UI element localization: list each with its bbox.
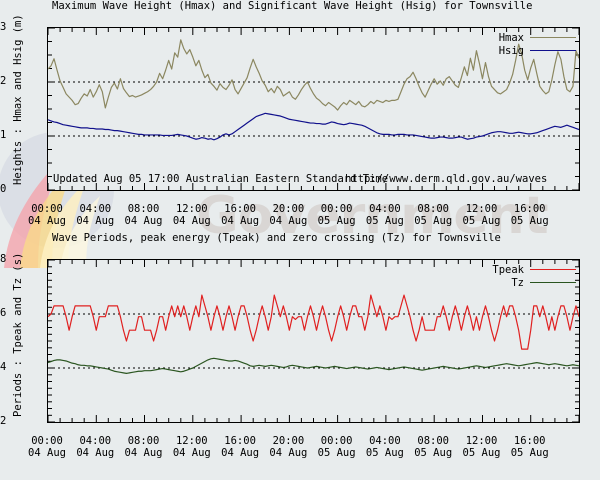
y-tick-label: 4	[0, 361, 7, 373]
legend-row: Tpeak	[492, 263, 576, 276]
chart2-y-axis-label: Periods : Tpeak and Tz (s)	[12, 252, 24, 417]
x-tick-label: 04:00 05 Aug	[365, 203, 404, 227]
y-tick-label: 0	[0, 183, 7, 195]
chart-wave-periods: Wave Periods, peak energy (Tpeak) and ze…	[0, 232, 600, 480]
legend-swatch	[530, 50, 576, 51]
x-tick-label: 08:00 04 Aug	[124, 203, 163, 227]
y-tick-label: 2	[0, 415, 7, 427]
x-tick-label: 08:00 05 Aug	[414, 435, 453, 459]
x-tick-label: 12:00 04 Aug	[172, 435, 211, 459]
legend-swatch	[530, 269, 576, 270]
x-tick-label: 16:00 05 Aug	[510, 435, 549, 459]
legend-row: Tz	[492, 276, 576, 289]
y-tick-label: 2	[0, 75, 7, 87]
chart2-title: Wave Periods, peak energy (Tpeak) and ze…	[52, 232, 501, 244]
chart1-title: Maximum Wave Height (Hmax) and Significa…	[52, 0, 533, 12]
legend-label: Hmax	[498, 31, 524, 44]
x-tick-label: 08:00 05 Aug	[414, 203, 453, 227]
x-tick-label: 16:00 04 Aug	[221, 203, 260, 227]
x-tick-label: 00:00 05 Aug	[317, 435, 356, 459]
chart2-plot-area	[47, 259, 580, 423]
x-tick-label: 12:00 05 Aug	[462, 435, 501, 459]
chart-wave-heights: Maximum Wave Height (Hmax) and Significa…	[0, 0, 580, 227]
x-tick-label: 08:00 04 Aug	[124, 435, 163, 459]
legend-swatch	[530, 37, 576, 38]
x-tick-label: 04:00 04 Aug	[76, 203, 115, 227]
x-tick-label: 00:00 04 Aug	[28, 435, 66, 459]
legend-row: Hsig	[499, 44, 576, 57]
x-tick-label: 20:00 04 Aug	[269, 203, 308, 227]
chart2-legend: Tpeak Tz	[492, 263, 576, 289]
x-tick-label: 12:00 05 Aug	[462, 203, 501, 227]
updated-timestamp-note: Updated Aug 05 17:00 Australian Eastern …	[53, 173, 389, 185]
legend-row: Hmax	[499, 31, 576, 44]
chart1-y-axis-label: Heights : Hmax and Hsig (m)	[12, 14, 24, 185]
x-tick-label: 16:00 04 Aug	[221, 435, 260, 459]
legend-label: Tz	[511, 276, 524, 289]
y-tick-label: 3	[0, 21, 7, 33]
x-tick-label: 20:00 04 Aug	[269, 435, 308, 459]
legend-swatch	[530, 282, 576, 283]
x-tick-label: 12:00 04 Aug	[172, 203, 211, 227]
x-tick-label: 04:00 04 Aug	[76, 435, 115, 459]
chart1-legend: Hmax Hsig	[499, 31, 576, 57]
y-tick-label: 8	[0, 253, 7, 265]
legend-label: Hsig	[498, 44, 524, 57]
x-tick-label: 04:00 05 Aug	[365, 435, 404, 459]
y-tick-label: 6	[0, 307, 7, 319]
x-tick-label: 16:00 05 Aug	[510, 203, 549, 227]
y-tick-label: 1	[0, 129, 7, 141]
legend-label: Tpeak	[492, 263, 524, 276]
x-tick-label: 00:00 05 Aug	[317, 203, 356, 227]
source-url-note[interactable]: http://www.derm.qld.gov.au/waves	[345, 173, 548, 185]
x-tick-label: 00:00 04 Aug	[28, 203, 66, 227]
chart1-plot-area	[47, 27, 580, 191]
